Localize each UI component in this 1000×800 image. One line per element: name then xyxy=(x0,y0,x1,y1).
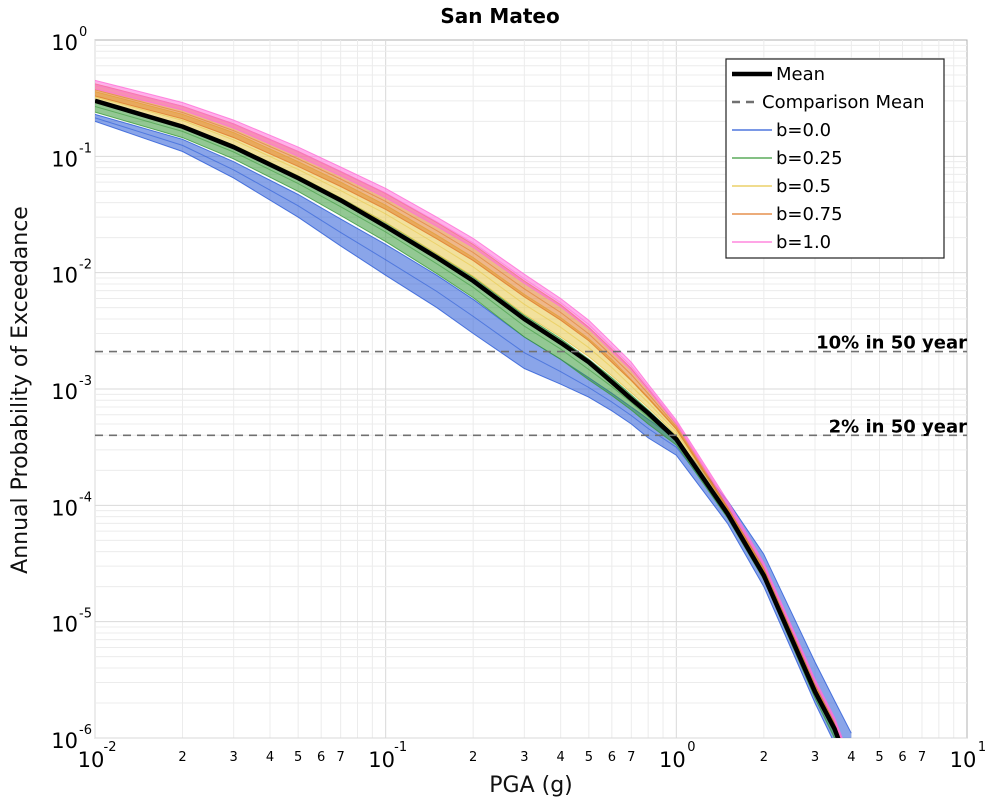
series-line-b-0-75-mid xyxy=(95,89,841,738)
x-minor-tick-label: 6 xyxy=(317,750,325,765)
reference-lines: 10% in 50 year 2% in 50 year xyxy=(95,333,967,437)
y-tick-label: 10 xyxy=(51,613,78,637)
x-minor-tick-label: 6 xyxy=(608,750,616,765)
x-tick-exponent: 0 xyxy=(687,740,695,755)
series-line-b-1-0-mid xyxy=(95,84,843,738)
x-minor-tick-label: 6 xyxy=(898,750,906,765)
x-minor-tick-label: 7 xyxy=(627,750,635,765)
y-tick-label: 10 xyxy=(51,147,78,171)
x-tick-label: 10 xyxy=(368,748,395,772)
series-line-mean xyxy=(95,98,841,738)
y-tick-label: 10 xyxy=(51,729,78,753)
legend-items: Mean Comparison Mean b=0.0 b=0.25 b=0.5 b=0.7… xyxy=(732,64,925,253)
x-minor-tick-label: 2 xyxy=(178,750,186,765)
x-minor-tick-label: 5 xyxy=(875,750,883,765)
x-minor-tick-label: 4 xyxy=(847,750,855,765)
y-tick-label: 10 xyxy=(51,496,78,520)
y-tick-exponent: -4 xyxy=(79,490,92,505)
y-tick-exponent: -3 xyxy=(79,374,92,389)
y-tick-label: 10 xyxy=(51,264,78,288)
chart-title: San Mateo xyxy=(440,4,559,28)
legend-label-b-0-25: b=0.25 xyxy=(776,148,843,169)
series-layer xyxy=(95,79,852,738)
y-tick-exponent: -6 xyxy=(79,723,92,738)
x-axis-label: PGA (g) xyxy=(489,773,573,798)
y-axis-label: Annual Probability of Exceedance xyxy=(8,206,33,574)
x-tick-exponent: -2 xyxy=(104,740,117,755)
x-tick-exponent: 1 xyxy=(978,740,986,755)
reference-label-1: 2% in 50 year xyxy=(829,416,967,437)
x-minor-tick-label: 4 xyxy=(557,750,565,765)
series-line-b-1-0-low xyxy=(95,88,842,738)
x-minor-tick-label: 3 xyxy=(520,750,528,765)
series-line-b-0-0-low xyxy=(95,120,833,738)
legend: Mean Comparison Mean b=0.0 b=0.25 b=0.5 b=0.7… xyxy=(725,58,945,259)
x-tick-label: 10 xyxy=(659,748,686,772)
x-minor-tick-label: 2 xyxy=(469,750,477,765)
y-tick-label: 10 xyxy=(51,380,78,404)
legend-label-comparison-mean: Comparison Mean xyxy=(762,92,925,113)
x-tick-label: 10 xyxy=(78,748,105,772)
y-tick-exponent: -5 xyxy=(79,607,92,622)
x-minor-tick-label: 5 xyxy=(294,750,302,765)
legend-label-b-1-0: b=1.0 xyxy=(776,232,831,253)
x-tick-label: 10 xyxy=(950,748,977,772)
y-tick-exponent: 0 xyxy=(79,25,87,40)
y-tick-label: 10 xyxy=(51,31,78,55)
x-minor-tick-label: 2 xyxy=(760,750,768,765)
legend-label-b-0-5: b=0.5 xyxy=(776,176,831,197)
x-minor-tick-label: 3 xyxy=(230,750,238,765)
legend-label-mean: Mean xyxy=(776,64,825,85)
x-minor-tick-label: 7 xyxy=(918,750,926,765)
legend-label-b-0-0: b=0.0 xyxy=(776,120,831,141)
x-minor-tick-label: 3 xyxy=(811,750,819,765)
x-tick-exponent: -1 xyxy=(394,740,407,755)
legend-label-b-0-75: b=0.75 xyxy=(776,204,843,225)
x-minor-tick-label: 7 xyxy=(337,750,345,765)
y-tick-exponent: -2 xyxy=(79,258,92,273)
x-minor-tick-label: 4 xyxy=(266,750,274,765)
series-line-b-1-0-high xyxy=(95,79,843,738)
reference-label-0: 10% in 50 year xyxy=(816,333,967,354)
y-tick-exponent: -1 xyxy=(79,141,92,156)
x-minor-tick-label: 5 xyxy=(585,750,593,765)
